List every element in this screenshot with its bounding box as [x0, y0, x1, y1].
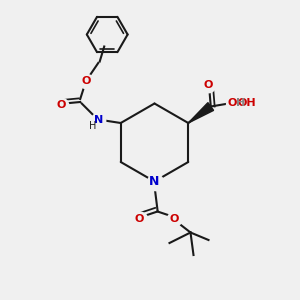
Text: H: H: [88, 121, 96, 131]
Text: O: O: [135, 214, 144, 224]
Text: O: O: [227, 98, 236, 109]
Text: H: H: [236, 98, 245, 109]
Text: O: O: [82, 76, 91, 86]
Text: O: O: [203, 80, 212, 91]
Polygon shape: [188, 103, 214, 123]
Text: O: O: [169, 214, 179, 224]
Text: N: N: [94, 115, 103, 125]
Text: N: N: [149, 175, 160, 188]
Text: OH: OH: [238, 98, 256, 109]
Text: O: O: [56, 100, 65, 110]
